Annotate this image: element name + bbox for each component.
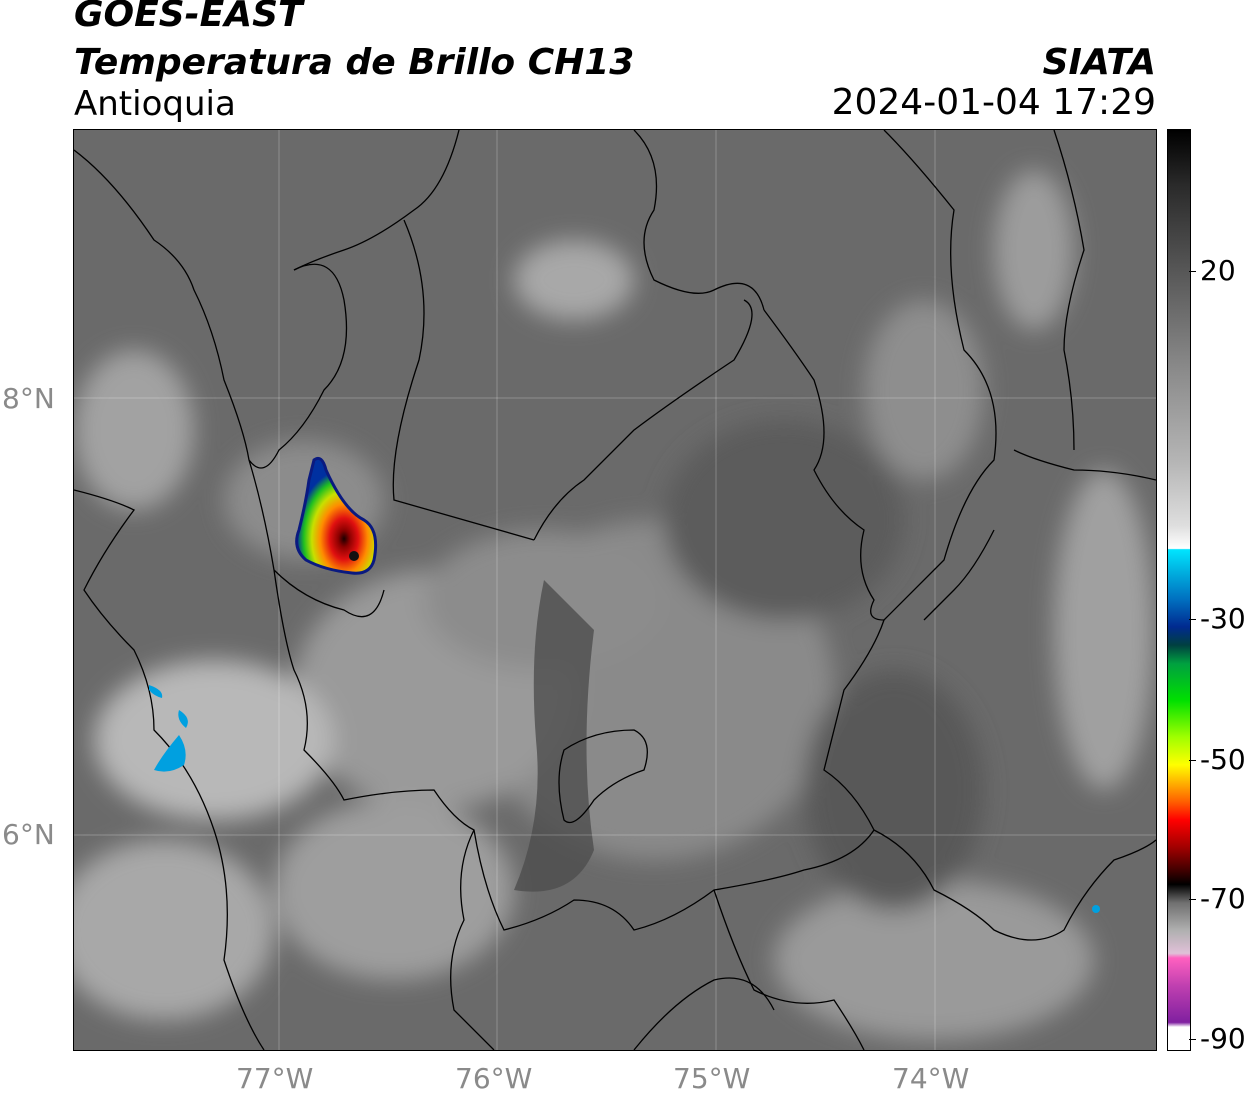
lon-tick-76w: 76°W (455, 1062, 533, 1095)
satellite-map (73, 129, 1157, 1051)
lon-tick-77w: 77°W (236, 1062, 314, 1095)
colorbar-tick-neg90 (1189, 1039, 1196, 1040)
lat-tick-8n: 8°N (2, 382, 55, 415)
product-title: Temperatura de Brillo CH13 (74, 42, 635, 83)
colorbar-tick-20 (1189, 271, 1196, 272)
lat-tick-6n: 6°N (2, 818, 55, 851)
cold-cloud-tops (149, 456, 1100, 913)
colorbar-tick-neg50 (1189, 760, 1196, 761)
graticule (74, 130, 1156, 1050)
region-label: Antioquia (74, 84, 236, 124)
storm-core (349, 551, 359, 561)
organization-label: SIATA (1042, 42, 1156, 83)
timestamp-label: 2024-01-04 17:29 (831, 82, 1156, 123)
lon-tick-74w: 74°W (892, 1062, 970, 1095)
colorbar-label-neg90: -90 (1200, 1022, 1246, 1055)
colorbar-label-neg70: -70 (1200, 882, 1246, 915)
colorbar-tick-neg70 (1189, 899, 1196, 900)
colorbar-label-neg30: -30 (1200, 602, 1246, 635)
valley-shade (514, 580, 594, 892)
boundaries (74, 130, 1156, 1050)
satellite-title: GOES-EAST (74, 0, 303, 35)
colorbar (1167, 129, 1191, 1051)
colorbar-label-neg50: -50 (1200, 743, 1246, 776)
colorbar-label-20: 20 (1200, 254, 1236, 287)
map-canvas (74, 130, 1156, 1050)
colorbar-tick-neg30 (1189, 619, 1196, 620)
lon-tick-75w: 75°W (673, 1062, 751, 1095)
